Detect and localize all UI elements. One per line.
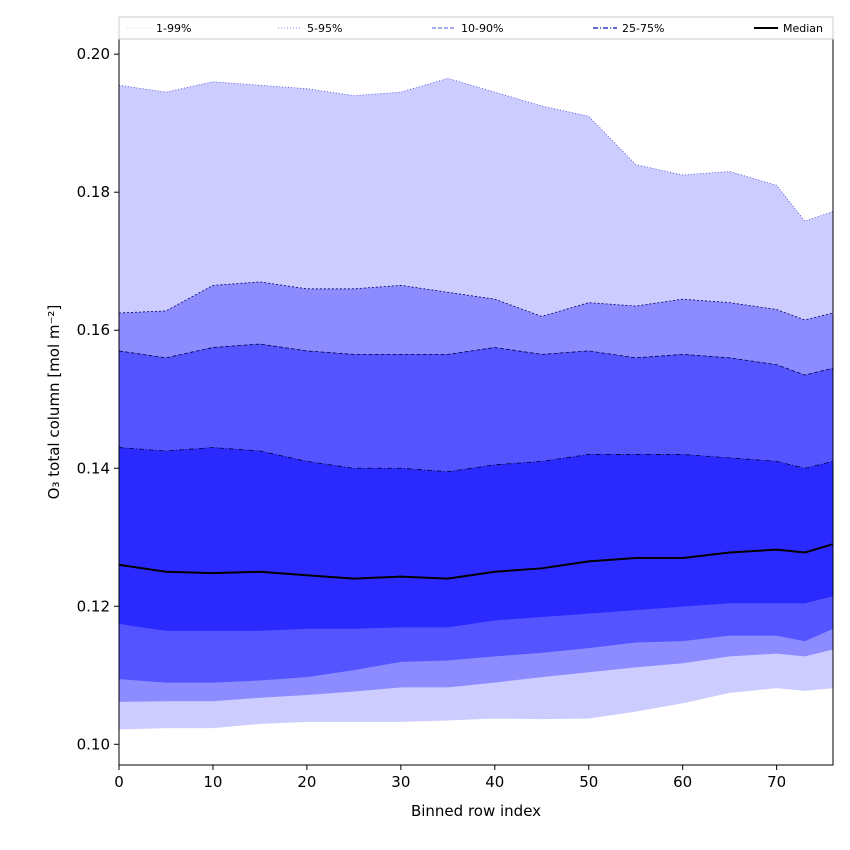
y-tick-label: 0.12 <box>77 597 110 615</box>
x-tick-label: 60 <box>673 773 692 791</box>
x-tick-label: 20 <box>297 773 316 791</box>
legend-label: 10-90% <box>461 22 503 35</box>
legend-label: 25-75% <box>622 22 664 35</box>
band-10-90pct-upper-edge <box>118 343 834 376</box>
y-axis-label: O₃ total column [mol m⁻²] <box>45 305 63 500</box>
x-tick-label: 30 <box>391 773 410 791</box>
band-10-90pct-lower-edge <box>118 627 834 683</box>
y-tick-label: 0.14 <box>77 459 110 477</box>
median-line <box>118 543 834 580</box>
x-tick-label: 0 <box>114 773 124 791</box>
band-1-99pct-lower-edge <box>118 687 834 730</box>
y-tick-label: 0.10 <box>77 735 110 753</box>
median-series <box>118 543 834 580</box>
band-25-75pct <box>119 447 833 631</box>
legend-box <box>118 16 834 40</box>
axes: 0 10 20 30 40 50 60 70 0.10 0.12 0.14 0.16 0.18 0.20 <box>77 38 834 791</box>
x-tick-label: 70 <box>767 773 786 791</box>
y-tick-label: 0.20 <box>77 45 110 63</box>
percentile-bands <box>118 77 834 730</box>
band-1-99pct-upper-edge <box>118 77 834 222</box>
x-tick-label: 50 <box>579 773 598 791</box>
x-axis-label: Binned row index <box>411 802 541 820</box>
band-25-75pct-lower-edge <box>118 595 834 631</box>
x-tick-label: 40 <box>485 773 504 791</box>
band-5-95pct-lower-edge <box>118 648 834 702</box>
legend-label: 1-99% <box>156 22 191 35</box>
y-tick-label: 0.16 <box>77 321 110 339</box>
legend-label: 5-95% <box>307 22 342 35</box>
x-tick-label: 10 <box>203 773 222 791</box>
legend-label: Median <box>783 22 823 35</box>
legend: 1-99% 5-95% 10-90% 25-75% Median <box>118 16 834 40</box>
band-5-95pct-upper-edge <box>118 281 834 321</box>
y-tick-label: 0.18 <box>77 183 110 201</box>
